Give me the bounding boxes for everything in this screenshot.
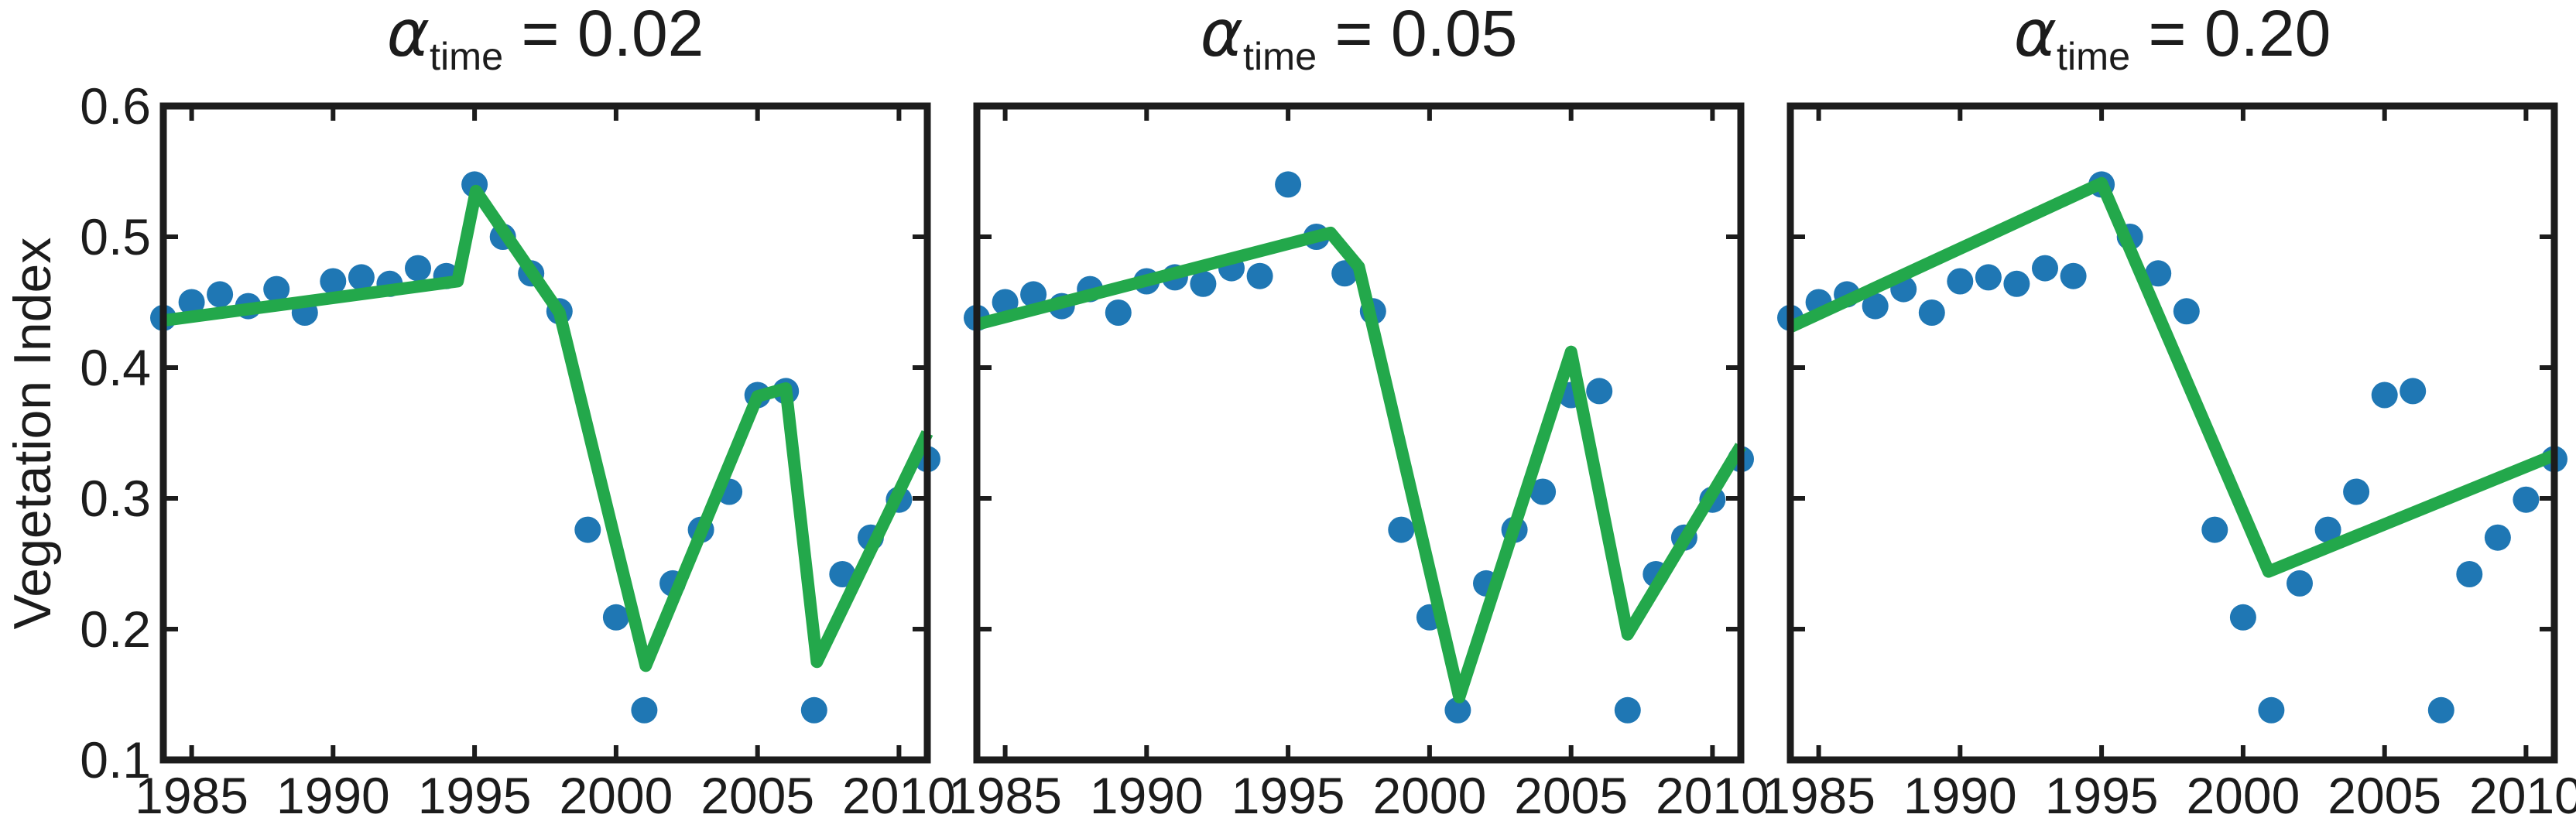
scatter-point xyxy=(2371,381,2398,409)
y-tick-label: 0.2 xyxy=(80,600,151,658)
alpha-symbol: α xyxy=(2013,0,2057,71)
scatter-point xyxy=(602,604,629,631)
trend-line xyxy=(975,226,1746,703)
scatter-point xyxy=(178,289,205,316)
scatter-point xyxy=(2060,262,2087,289)
scatter-point xyxy=(2173,298,2200,325)
x-tick-label: 1990 xyxy=(1903,767,2017,824)
scatter-point xyxy=(348,264,375,291)
axis-border xyxy=(159,102,931,764)
axis-border xyxy=(973,102,1745,764)
x-tick-label: 1985 xyxy=(948,767,1062,824)
scatter-point xyxy=(631,696,658,724)
scatter-point xyxy=(1020,281,1047,308)
scatter-point xyxy=(1918,299,1945,326)
title-value: = 0.05 xyxy=(1317,0,1518,70)
scatter-point xyxy=(2456,561,2483,587)
scatter-point xyxy=(1975,264,2002,291)
scatter-point xyxy=(2229,604,2256,631)
y-axis-label: Vegetation Index xyxy=(3,237,62,630)
scatter-point xyxy=(992,289,1019,316)
scatter-point xyxy=(2287,570,2313,597)
scatter-point xyxy=(1275,171,1302,198)
x-tick-label: 2005 xyxy=(2328,767,2442,824)
scatter-point xyxy=(1388,516,1415,543)
panel-title-1: αtime = 0.02 xyxy=(163,0,927,76)
y-tick-label: 0.5 xyxy=(80,208,151,265)
x-tick-label: 2005 xyxy=(701,767,815,824)
scatter-point xyxy=(2484,524,2511,551)
panel-1 xyxy=(150,102,940,764)
scatter-point xyxy=(1444,696,1471,724)
scatter-point xyxy=(207,281,234,308)
scatter-point xyxy=(1105,299,1132,326)
x-tick-label: 2010 xyxy=(2469,767,2576,824)
x-tick-label: 2000 xyxy=(2186,767,2300,824)
title-value: = 0.02 xyxy=(503,0,704,70)
x-tick-label: 1985 xyxy=(1762,767,1875,824)
scatter-point xyxy=(405,255,431,282)
scatter-point xyxy=(2314,516,2341,543)
alpha-subscript: time xyxy=(1242,33,1317,78)
scatter-point xyxy=(800,696,827,724)
axis-border xyxy=(1786,102,2558,764)
scatter-point xyxy=(2343,478,2370,505)
x-tick-label: 1995 xyxy=(1231,767,1345,824)
y-tick-label: 0.6 xyxy=(80,77,151,135)
x-tick-label: 1995 xyxy=(417,767,532,824)
y-tick-label: 0.4 xyxy=(80,339,151,396)
x-tick-label: 1990 xyxy=(276,767,390,824)
trend-line xyxy=(1787,176,2557,578)
scatter-point xyxy=(1190,270,1217,297)
scatter-point xyxy=(1586,378,1613,405)
scatter-point xyxy=(2400,378,2427,405)
trend-line xyxy=(162,184,933,672)
scatter-point xyxy=(574,516,601,543)
x-tick-label: 1990 xyxy=(1089,767,1204,824)
x-tick-label: 2000 xyxy=(1372,767,1487,824)
y-tick-label: 0.1 xyxy=(80,731,151,789)
x-tick-label: 2010 xyxy=(842,767,956,824)
x-tick-label: 1995 xyxy=(2044,767,2159,824)
x-tick-label: 2005 xyxy=(1514,767,1629,824)
panel-3 xyxy=(1777,102,2567,764)
scatter-point xyxy=(2427,696,2454,724)
x-tick-label: 2010 xyxy=(1656,767,1769,824)
scatter-point xyxy=(1947,268,1974,295)
alpha-symbol: α xyxy=(1200,0,1243,71)
alpha-subscript: time xyxy=(2056,33,2131,78)
scatter-point xyxy=(1246,262,1273,289)
x-tick-label: 1985 xyxy=(135,767,248,824)
scatter-point xyxy=(2032,255,2058,282)
scatter-point xyxy=(263,275,290,303)
scatter-point xyxy=(320,268,347,295)
scatter-point xyxy=(2513,486,2540,513)
title-value: = 0.20 xyxy=(2130,0,2331,70)
scatter-point xyxy=(2201,516,2228,543)
scatter-point xyxy=(829,561,856,587)
x-tick-label: 2000 xyxy=(559,767,673,824)
alpha-subscript: time xyxy=(429,33,504,78)
scatter-point xyxy=(2258,696,2285,724)
alpha-symbol: α xyxy=(386,0,430,71)
scatter-point xyxy=(1530,478,1557,505)
y-tick-label: 0.3 xyxy=(80,470,151,527)
scatter-point xyxy=(1862,293,1889,320)
scatter-point xyxy=(1614,696,1641,724)
panel-title-3: αtime = 0.20 xyxy=(1790,0,2554,76)
panel-2 xyxy=(964,102,1754,764)
panel-title-2: αtime = 0.05 xyxy=(977,0,1741,76)
scatter-point xyxy=(2145,260,2172,287)
scatter-point xyxy=(2003,270,2030,297)
